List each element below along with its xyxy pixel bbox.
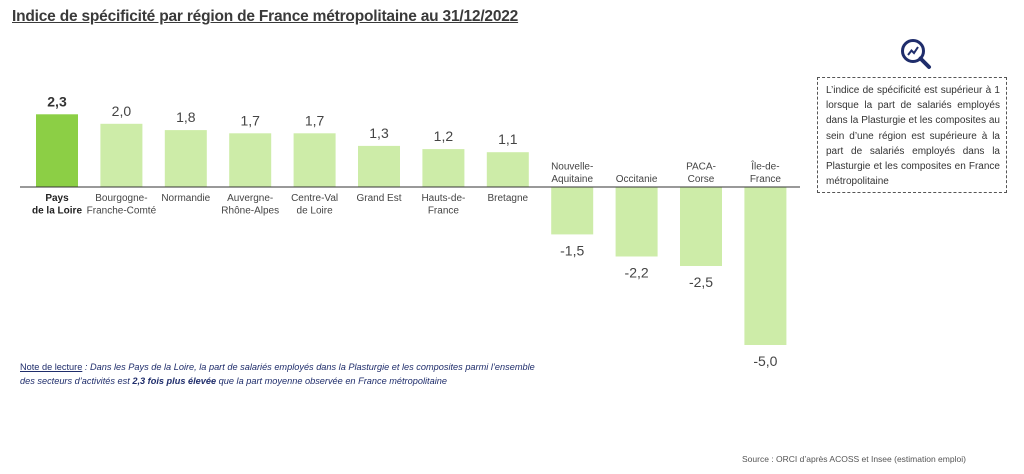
category-label-line: Rhône-Alpes [221,206,279,217]
value-label: -2,2 [625,265,649,281]
category-label-line: Bretagne [488,193,529,204]
bar [358,145,400,187]
category-label: Nouvelle-Aquitaine [551,162,593,186]
value-label: -1,5 [560,242,584,258]
category-label-line: Île-de- [750,160,779,173]
category-label-line: Hauts-de- [421,193,465,204]
category-label-line: France [428,206,460,217]
category-label-line: France [750,174,782,185]
category-label-line: Nouvelle- [551,162,593,173]
bar [422,149,465,187]
category-label-line: Franche-Comté [87,206,157,217]
category-label-line: Centre-Val [291,193,338,204]
bar [744,187,787,345]
category-label-line: Normandie [161,193,210,204]
category-label: Île-de-France [750,160,782,186]
value-label: 1,1 [498,131,518,147]
category-label-line: Aquitaine [551,174,593,185]
category-label: PACA-Corse [686,162,716,186]
bar [680,187,722,266]
value-label: 1,7 [240,112,260,128]
category-label: Bourgogne- Franche-Comté [87,193,157,217]
bar [486,152,529,187]
value-label: 1,2 [434,128,454,144]
note-text-1: : Dans les Pays de la Loire, la part de … [20,362,535,386]
note-label: Note de lecture [20,362,83,372]
bars-group [36,114,787,345]
category-label: Hauts-de- France [421,193,465,217]
bar [551,187,594,235]
value-label: 1,8 [176,109,196,125]
reading-note: Note de lecture : Dans les Pays de la Lo… [20,360,540,388]
category-label: Occitanie [616,174,658,185]
category-label-line: de Loire [297,206,334,217]
value-label: 2,0 [112,103,132,119]
category-label-line: Bourgogne- [95,193,147,204]
magnifier-chart-icon [901,39,931,69]
bar [615,187,658,257]
bar [229,133,272,187]
category-label: Pays de la Loire [32,193,82,217]
category-label-line: Grand Est [356,193,401,204]
value-label: 1,7 [305,112,325,128]
category-label: Centre-Val de Loire [291,193,338,217]
value-label: 1,3 [369,125,389,141]
value-label: 2,3 [47,93,67,109]
note-text-bold: 2,3 fois plus élevée [132,376,217,386]
category-label-line: PACA- [686,162,716,173]
note-text-2: que la part moyenne observée en France m… [216,376,447,386]
bar [164,130,207,187]
category-label: Auvergne- Rhône-Alpes [221,193,279,217]
category-label-line: de la Loire [32,206,82,217]
category-label: Grand Est [356,193,401,204]
bar [36,114,78,187]
info-box: L’indice de spécificité est supérieur à … [817,77,1007,193]
value-label: -2,5 [689,274,713,290]
category-label: Normandie [161,193,210,204]
bar [293,133,336,187]
category-label-line: Occitanie [616,174,658,185]
bar [100,123,143,187]
source-note: Source : ORCI d’après ACOSS et Insee (es… [742,454,966,464]
chart-title: Indice de spécificité par région de Fran… [12,8,519,25]
labels-group: 2,3 Pays de la Loire 2,0 Bourgogne- Franche-C… [32,93,781,369]
value-label: -5,0 [753,353,777,369]
category-label-line: Auvergne- [227,193,273,204]
category-label-line: Pays [45,193,69,204]
category-label: Bretagne [488,193,529,204]
category-label-line: Corse [688,174,715,185]
